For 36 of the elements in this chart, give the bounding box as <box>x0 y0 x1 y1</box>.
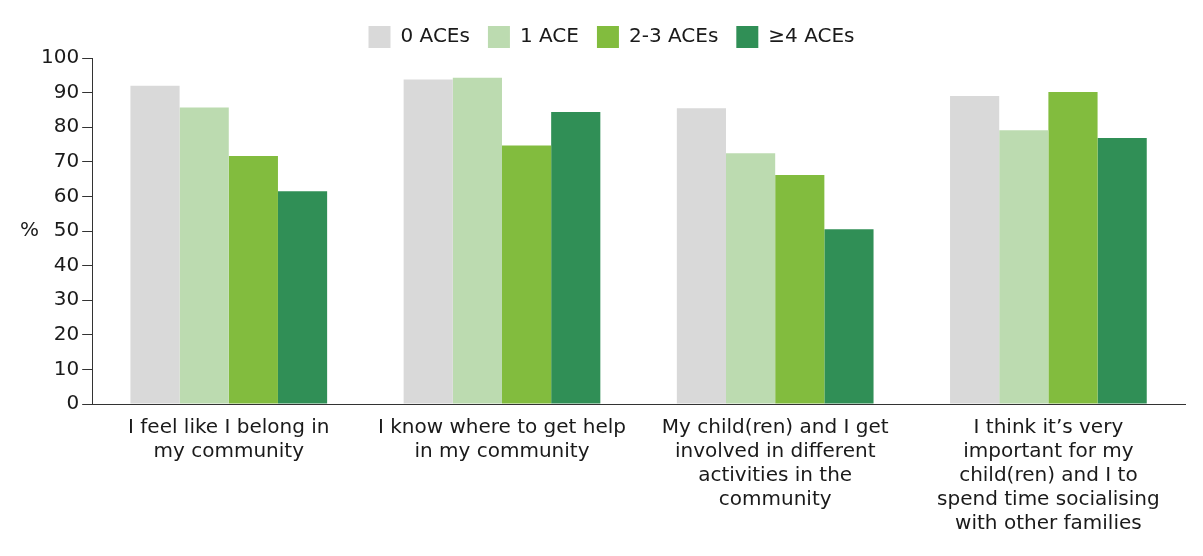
y-tick-label: 50 <box>53 217 80 242</box>
legend-label: 2-3 ACEs <box>628 23 719 48</box>
y-tick-label: 40 <box>53 251 80 276</box>
y-tick-label: 90 <box>53 78 80 103</box>
x-tick-label: I think it’s very important for my child(ren) and I to spend time socialising with other families <box>937 414 1160 535</box>
bar <box>726 153 776 404</box>
x-tick-label: I know where to get help in my community <box>377 414 627 463</box>
y-tick-label: 20 <box>53 321 80 345</box>
bar <box>775 174 825 404</box>
bar <box>501 145 552 404</box>
y-tick-label: 70 <box>53 148 80 172</box>
y-axis-title: % <box>20 217 40 242</box>
bar <box>950 96 1000 404</box>
y-tick-label: 30 <box>53 286 80 311</box>
legend-label: 0 ACEs <box>400 23 470 48</box>
bar <box>130 85 180 404</box>
bar <box>1097 137 1147 404</box>
bar <box>277 191 328 404</box>
bar <box>824 229 874 404</box>
x-tick-label: I feel like I belong in my community <box>128 414 330 463</box>
bar <box>452 77 502 404</box>
bar <box>676 108 727 404</box>
y-tick-label: 10 <box>53 355 80 380</box>
bar <box>403 79 453 404</box>
y-tick-label: 80 <box>53 113 80 138</box>
x-tick-label: My child(ren) and I get involved in different activities in the community <box>661 414 889 511</box>
bar <box>551 111 601 404</box>
bar <box>228 155 278 404</box>
legend-label: 1 ACE <box>519 23 579 48</box>
y-tick-label: 100 <box>40 44 80 69</box>
bar <box>179 107 229 404</box>
legend-label: ≥4 ACEs <box>768 23 855 48</box>
bar <box>1048 91 1098 404</box>
y-tick-label: 0 <box>66 390 80 415</box>
bar <box>999 130 1049 404</box>
y-tick-label: 60 <box>53 182 80 207</box>
